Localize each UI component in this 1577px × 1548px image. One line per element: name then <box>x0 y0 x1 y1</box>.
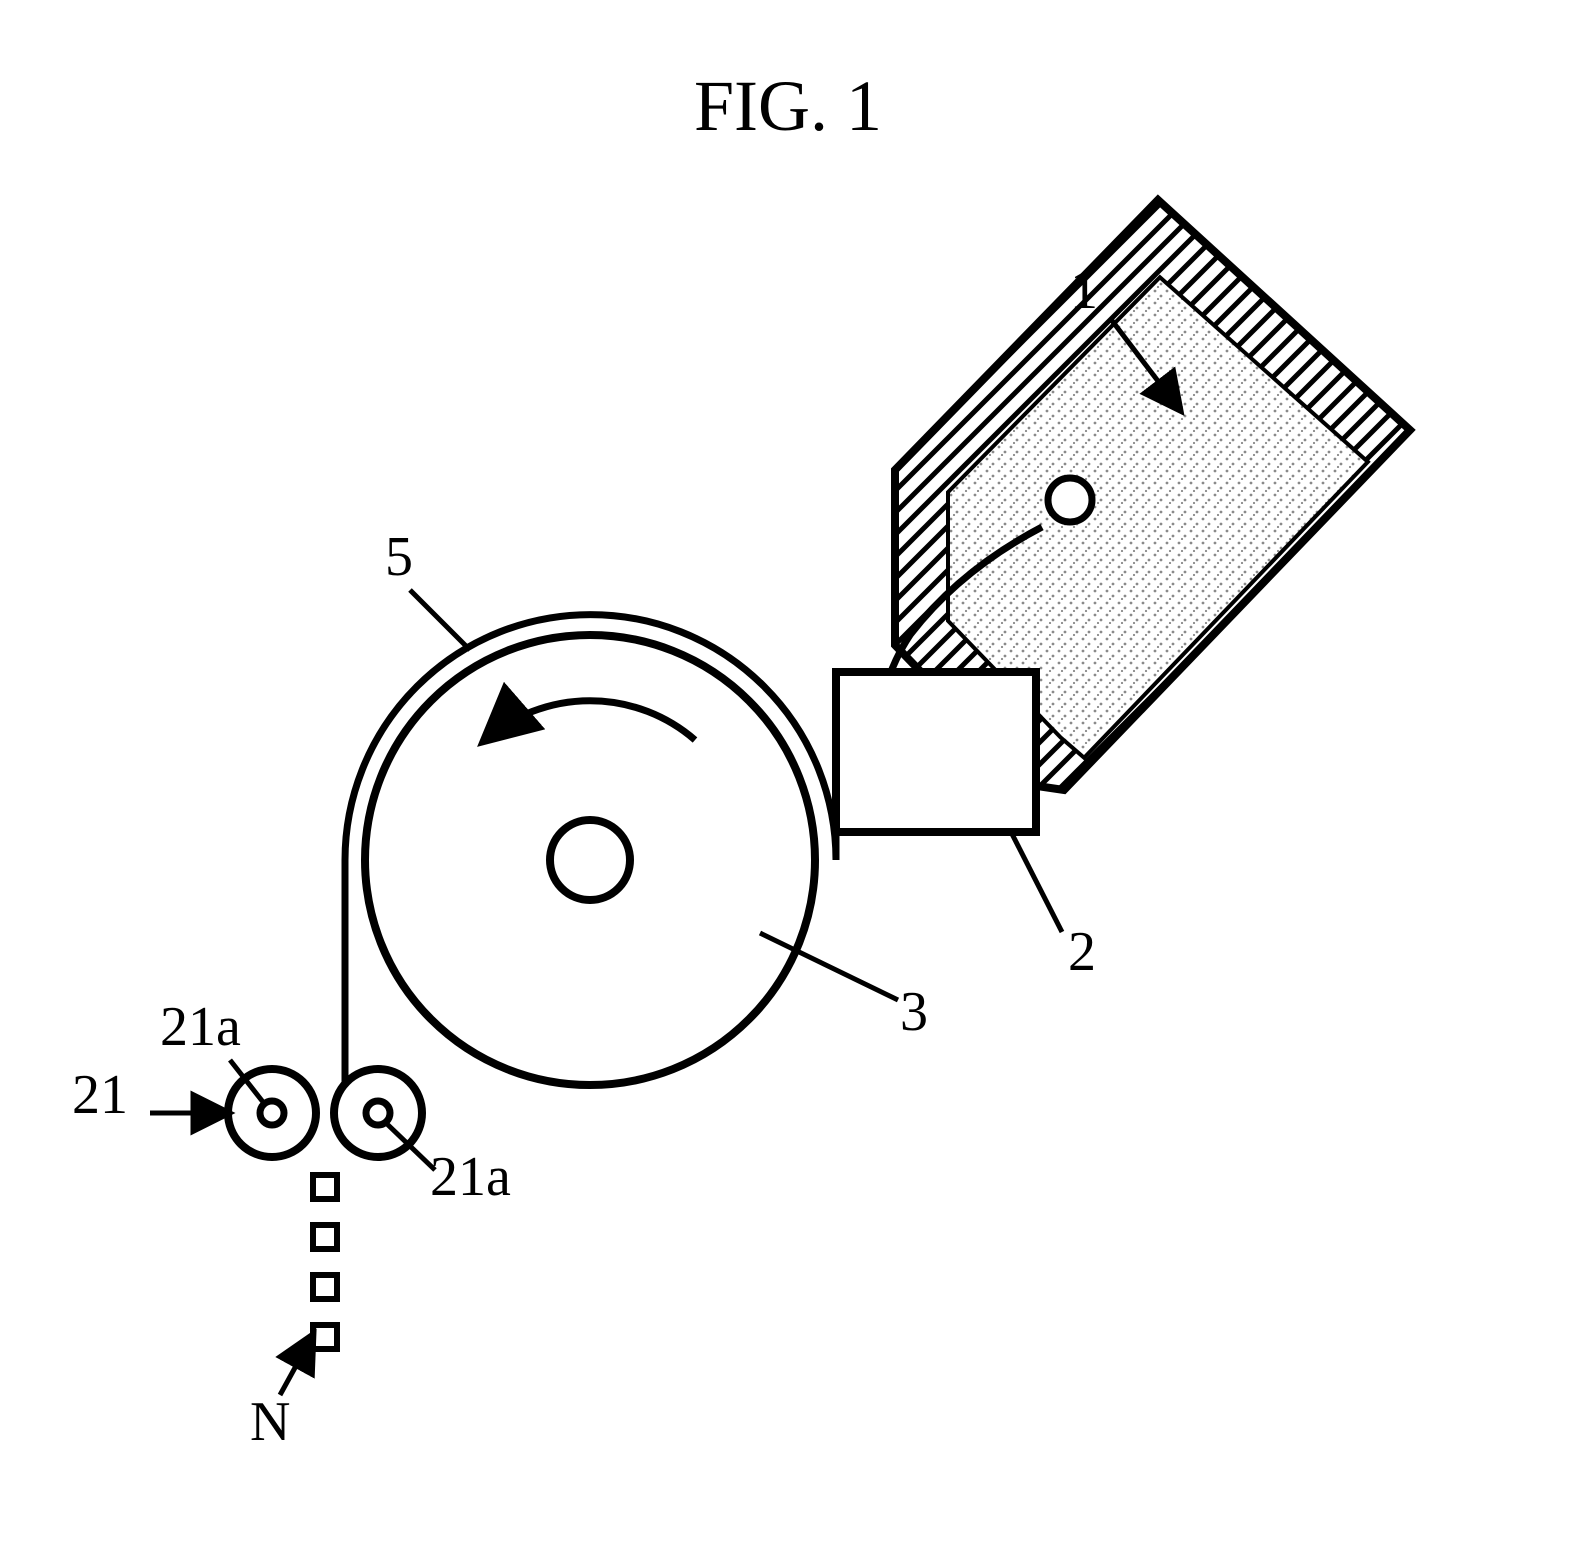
label-l21: 21 <box>72 1064 128 1126</box>
label-l21a_right: 21a <box>430 1146 511 1208</box>
leader-l5 <box>410 590 470 650</box>
nozzle-box <box>836 672 1036 832</box>
label-lN: N <box>250 1391 290 1453</box>
figure-title: FIG. 1 <box>694 66 882 146</box>
cooling-wheel <box>365 635 815 1085</box>
label-l2: 2 <box>1068 921 1096 983</box>
label-l21a_left: 21a <box>160 996 241 1058</box>
leader-lN <box>280 1335 313 1395</box>
figure-diagram: FIG. 1 1 2 3 5 21 21a 21a N <box>0 0 1577 1548</box>
leader-l2 <box>1010 830 1062 932</box>
pinch-rollers <box>228 1069 422 1157</box>
label-l3: 3 <box>900 981 928 1043</box>
label-l1: 1 <box>1070 259 1098 321</box>
lip-roller-icon <box>1048 478 1092 522</box>
label-l5: 5 <box>385 526 413 588</box>
output-pieces <box>313 1175 337 1349</box>
